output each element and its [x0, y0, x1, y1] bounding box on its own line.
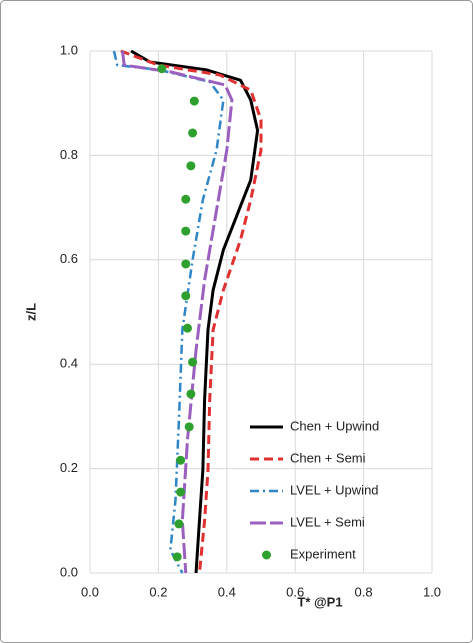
data-point — [172, 552, 182, 562]
data-point — [181, 194, 191, 204]
series-line — [120, 49, 263, 574]
y-tick-label: 0.2 — [60, 460, 78, 475]
data-point — [176, 455, 186, 465]
y-tick-label: 1.0 — [60, 42, 78, 57]
y-tick-label: 0.8 — [60, 147, 78, 162]
data-point — [181, 226, 191, 236]
x-tick-label: 0.0 — [81, 584, 99, 599]
y-tick-label: 0.6 — [60, 251, 78, 266]
x-tick-label: 0.4 — [218, 584, 236, 599]
x-axis-label: T* @P1 — [297, 594, 342, 609]
data-point — [157, 64, 167, 74]
legend-label: Chen + Semi — [290, 450, 366, 465]
data-point — [174, 519, 184, 529]
x-tick-label: 0.6 — [286, 584, 304, 599]
data-point — [189, 96, 199, 106]
data-point — [181, 291, 191, 301]
data-point — [181, 259, 191, 269]
y-tick-label: 0.4 — [60, 356, 78, 371]
data-point — [182, 323, 192, 333]
data-point — [184, 422, 194, 432]
y-axis-label: z/L — [23, 303, 38, 321]
x-tick-label: 1.0 — [423, 584, 441, 599]
data-point — [188, 128, 198, 138]
series-line — [112, 50, 225, 574]
data-point — [188, 357, 198, 367]
data-point — [176, 487, 186, 497]
data-point — [186, 161, 196, 171]
legend-label: LVEL + Semi — [290, 514, 365, 529]
y-tick-label: 0.0 — [60, 564, 78, 579]
legend-label: Chen + Upwind — [290, 418, 379, 433]
legend-label: Experiment — [290, 546, 356, 561]
legend-swatch — [262, 550, 271, 560]
data-point — [186, 389, 196, 399]
legend-label: LVEL + Upwind — [290, 482, 379, 497]
x-tick-label: 0.8 — [355, 584, 373, 599]
x-tick-label: 0.2 — [149, 584, 167, 599]
